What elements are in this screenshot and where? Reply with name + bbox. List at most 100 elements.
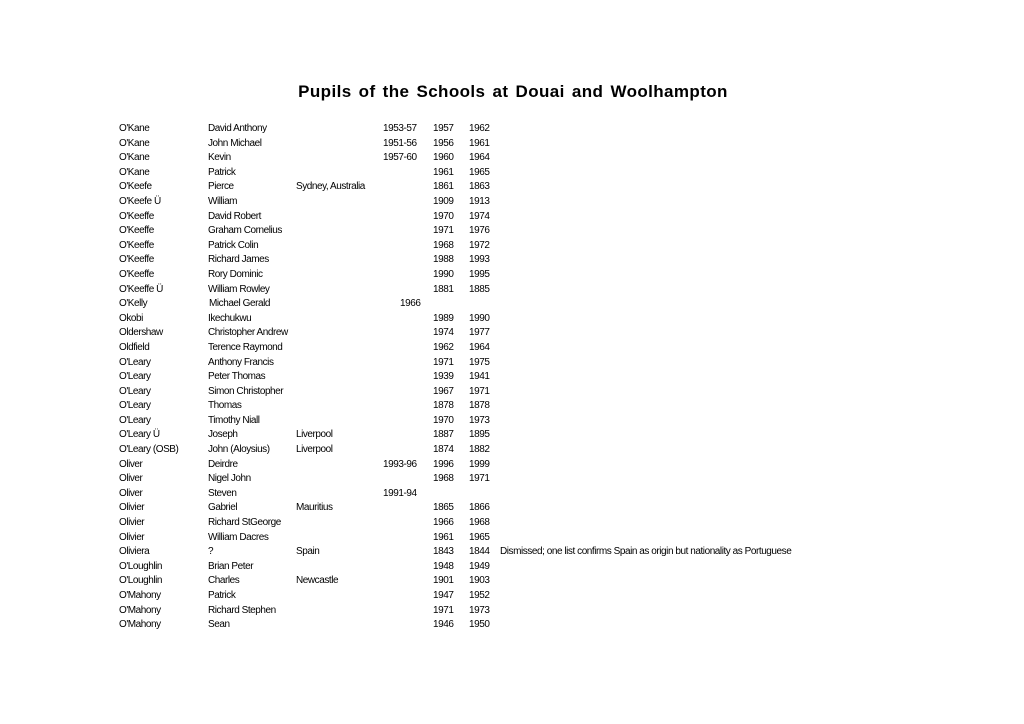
given-names: John Michael	[208, 137, 262, 149]
surname: O'Keeffe	[119, 225, 154, 237]
origin: Liverpool	[296, 444, 333, 456]
year-entered: 1962	[433, 341, 454, 353]
year-left: 1952	[469, 590, 490, 601]
given-names: Rory Dominic	[208, 268, 263, 280]
year-left: 1941	[469, 371, 490, 383]
given-names: William	[208, 195, 238, 207]
year-left: 1950	[469, 619, 490, 631]
given-names: Brian Peter	[208, 560, 254, 572]
page-title: Pupils of the Schools at Douai and Woolh…	[298, 82, 728, 101]
year-entered: 1971	[433, 356, 454, 368]
surname: Oldfield	[119, 341, 150, 353]
year-entered: 1971	[433, 604, 454, 616]
surname: Olivier	[119, 502, 145, 514]
origin: Mauritius	[296, 502, 333, 514]
years-range: 1991-94	[383, 487, 417, 499]
surname: O'Kane	[119, 152, 150, 164]
years-range: 1957-60	[383, 152, 417, 164]
year-entered: 1974	[433, 327, 454, 339]
surname: O'Kane	[119, 123, 150, 134]
given-names: Patrick	[208, 590, 236, 601]
year-left: 1975	[469, 356, 490, 368]
surname: O'Leary	[119, 400, 151, 412]
year-entered: 1843	[433, 546, 454, 558]
origin: Newcastle	[296, 575, 339, 587]
year-left: 1973	[469, 414, 490, 426]
year-entered: 1989	[433, 312, 454, 324]
surname: Oliver	[119, 487, 143, 499]
year-entered: 1996	[433, 458, 454, 470]
year-left: 1990	[469, 312, 490, 324]
given-names: Ikechukwu	[208, 312, 252, 324]
year-left: 1964	[469, 152, 490, 164]
year-left: 1863	[469, 181, 490, 193]
year-entered: 1970	[433, 414, 454, 426]
year-entered: 1988	[433, 254, 454, 266]
surname: O'Keefe	[119, 181, 152, 193]
year-left: 1962	[469, 123, 490, 134]
surname: O'Leary	[119, 371, 151, 383]
given-names: Graham Cornelius	[208, 225, 282, 237]
given-names: Pierce	[208, 181, 234, 193]
year-entered: 1865	[433, 502, 454, 514]
surname: Oldershaw	[119, 327, 163, 339]
year-left: 1971	[469, 385, 490, 397]
origin: Sydney, Australia	[296, 181, 365, 193]
given-names: Anthony Francis	[208, 356, 274, 368]
surname: O'Mahony	[119, 604, 161, 616]
surname: O'Kane	[119, 166, 150, 178]
given-names: Simon Christopher	[208, 385, 284, 397]
surname: O'Keefe Ü	[119, 195, 161, 207]
given-names: ?	[208, 546, 214, 558]
year-left: 1973	[469, 604, 490, 616]
year-entered: 1948	[433, 560, 454, 572]
year-left: 1965	[469, 166, 490, 178]
year-entered: 1861	[433, 181, 454, 193]
year-left: 1885	[469, 283, 490, 295]
year-left: 1895	[469, 429, 490, 441]
given-names: Richard James	[208, 254, 269, 266]
surname: Olivier	[119, 531, 145, 543]
given-names: Deirdre	[208, 458, 238, 470]
year-left: 1972	[469, 239, 490, 251]
surname: O'Leary	[119, 385, 151, 397]
given-names: Richard StGeorge	[208, 517, 281, 529]
surname: O'Keeffe Ü	[119, 283, 163, 295]
given-names: David Robert	[208, 210, 261, 222]
given-names: Charles	[208, 575, 240, 587]
surname: O'Loughlin	[119, 575, 163, 587]
year-left: 1977	[469, 327, 490, 339]
year-left: 1999	[469, 458, 490, 470]
year-left: 1961	[469, 137, 490, 149]
year-entered: 1878	[433, 400, 454, 412]
given-names: Peter Thomas	[208, 371, 266, 383]
given-names: William Dacres	[208, 531, 269, 543]
surname: O'Kelly	[119, 298, 148, 310]
year-left: 1949	[469, 560, 490, 572]
note: Dismissed; one list confirms Spain as or…	[500, 546, 792, 558]
surname: O'Mahony	[119, 619, 161, 631]
year-entered: 1887	[433, 429, 454, 441]
year-entered: 1947	[433, 590, 454, 601]
year-left: 1878	[469, 400, 490, 412]
surname: O'Mahony	[119, 590, 161, 601]
given-names: Christopher Andrew	[208, 327, 288, 339]
surname: O'Leary	[119, 414, 151, 426]
surname: O'Kane	[119, 137, 150, 149]
year-left: 1995	[469, 268, 490, 280]
given-names: Patrick	[208, 166, 236, 178]
year-entered: 1960	[433, 152, 454, 164]
year-entered: 1967	[433, 385, 454, 397]
year-left: 1965	[469, 531, 490, 543]
surname: O'Keeffe	[119, 210, 154, 222]
year-entered: 1970	[433, 210, 454, 222]
year-entered: 1909	[433, 195, 454, 207]
given-names: Timothy Niall	[208, 414, 260, 426]
year-entered: 1946	[433, 619, 454, 631]
year-entered: 1901	[433, 575, 454, 587]
year-entered: 1939	[433, 371, 454, 383]
year-left: 1968	[469, 517, 490, 529]
year-left: 1882	[469, 444, 490, 456]
year-entered: 1961	[433, 166, 454, 178]
origin: Liverpool	[296, 429, 333, 441]
